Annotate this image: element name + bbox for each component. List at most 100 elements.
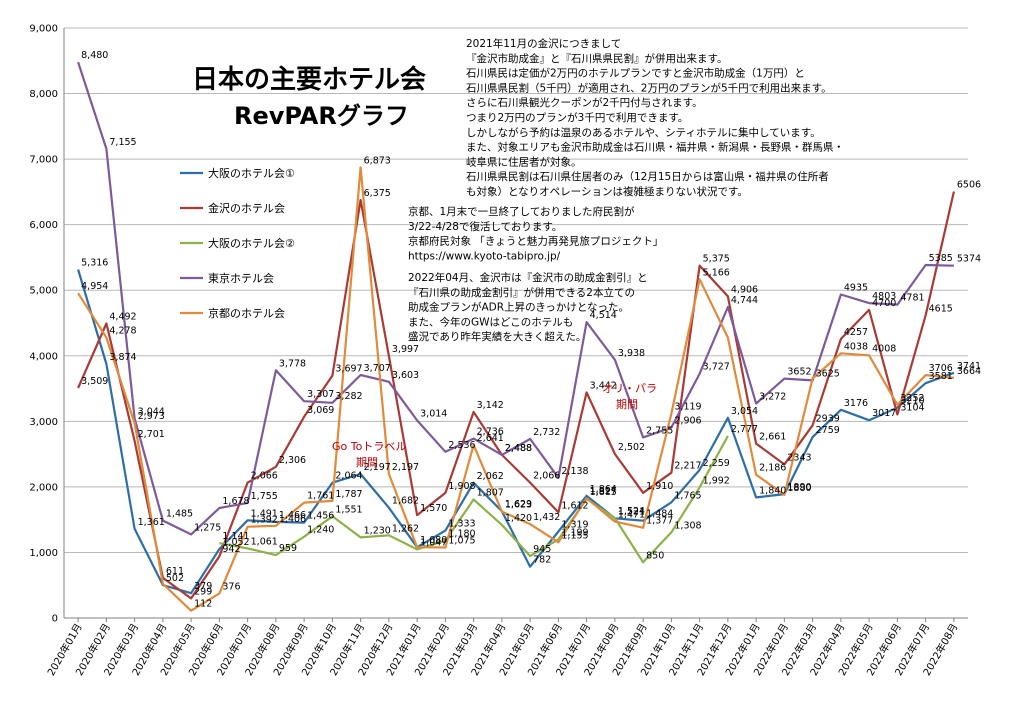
data-label: 2,488 (505, 443, 532, 454)
note-line: も対象）となりオペレーションは複雑極まりない状況です。 (466, 185, 748, 198)
data-label: 850 (646, 550, 664, 561)
note-line: 2022年04月、金沢市は『金沢市の助成金割引』と (408, 271, 648, 284)
data-label: 1,678 (222, 496, 249, 507)
legend-label: 大阪のホテル会① (208, 166, 295, 180)
oripara-annotation-line1: オリ・パラ (602, 382, 657, 395)
data-label: 4,954 (81, 281, 108, 292)
data-label: 1,765 (674, 490, 701, 501)
data-label: 2,259 (703, 458, 730, 469)
data-label: 1,840 (759, 485, 786, 496)
notes-text: 2021年11月の金沢につきまして『金沢市助成金』と『石川県県民割』が併用出来ま… (408, 37, 844, 343)
data-label: 611 (166, 566, 184, 577)
data-label: 1,908 (448, 481, 475, 492)
y-tick-labels: 0 1,000 2,000 3,000 4,000 5,000 6,000 7,000 8,00… (29, 24, 58, 625)
data-label: 4700 (872, 298, 896, 309)
note-line: 京都府民対象 「きょうと魅力再発見旅プロジェクト」 (408, 235, 663, 248)
data-label: 782 (533, 555, 551, 566)
note-line: 3/22-4/28で復活しております。 (408, 220, 562, 233)
data-label: 3581 (929, 371, 953, 382)
y-tick-label: 9,000 (29, 24, 58, 35)
y-tick-label: 6,000 (29, 220, 58, 231)
data-label: 1,432 (533, 512, 560, 523)
data-label: 1,484 (646, 509, 673, 520)
y-tick-label: 2,000 (29, 482, 58, 493)
data-label: 3,938 (618, 348, 645, 359)
goto-annotation-line2: 期間 (356, 456, 378, 469)
data-label: 3104 (900, 403, 924, 414)
data-label: 1,180 (448, 529, 475, 540)
note-line: 『石川県の助成金割引』が併用できる2本立ての (408, 286, 635, 299)
data-label: 4781 (900, 293, 924, 304)
note-line: 石川県県民割は石川県住居者のみ（12月15日からは富山県・福井県の住所者 (466, 170, 829, 183)
data-label: 3625 (816, 368, 840, 379)
note-line: さらに石川県観光クーポンが2千円付与されます。 (466, 96, 703, 109)
data-label: 1,623 (505, 500, 532, 511)
series-line-4 (77, 166, 955, 612)
chart-title-line2: RevPARグラフ (234, 102, 409, 130)
data-label: 945 (533, 544, 551, 555)
data-label: 1,682 (392, 496, 419, 507)
data-label: 3176 (844, 398, 868, 409)
data-label: 3,119 (674, 402, 701, 413)
legend-label: 金沢のホテル会 (208, 201, 285, 215)
data-label: 1,491 (251, 508, 278, 519)
note-line: 2021年11月の金沢につきまして (466, 37, 621, 50)
data-label: 1,466 (279, 510, 306, 521)
y-tick-label: 1,000 (29, 548, 58, 559)
data-label: 3,874 (109, 352, 136, 363)
x-tick-labels: 2020年01月2020年02月2020年03月2020年04月2020年05月… (44, 621, 960, 678)
data-label: 3,707 (364, 363, 391, 374)
data-label: 1,787 (335, 489, 362, 500)
data-label: 4,744 (731, 295, 758, 306)
data-label: 2,906 (674, 415, 701, 426)
data-labels: 5,316 3,874 1,361 502 379 1,052 1,491 1,466 1,45… (81, 50, 981, 610)
data-label: 2,973 (138, 411, 165, 422)
note-line: 京都、1月末で一旦終了しておりました府民割が (408, 205, 635, 218)
y-tick-label: 5,000 (29, 286, 58, 297)
data-label: 4935 (844, 282, 868, 293)
data-label: 1890 (787, 482, 811, 493)
data-label: 2,186 (759, 463, 786, 474)
data-label: 8,480 (81, 50, 108, 61)
data-label: 1,240 (307, 525, 334, 536)
data-label: 2,062 (477, 471, 504, 482)
data-label: 2,701 (138, 429, 165, 440)
data-label: 4008 (872, 343, 896, 354)
data-label: 112 (194, 599, 212, 610)
data-label: 5,316 (81, 258, 108, 269)
axes (63, 28, 968, 622)
note-line: また、今年のGWはどこのホテルも (408, 315, 573, 328)
data-label: 2,732 (533, 427, 560, 438)
data-label: 4803 (872, 291, 896, 302)
data-label: 1,471 (618, 510, 645, 521)
goto-annotation-line1: Go Toトラベル (332, 440, 406, 453)
data-label: 1,155 (561, 530, 588, 541)
data-label: 1,864 (590, 484, 617, 495)
data-label: 3,069 (307, 405, 334, 416)
data-label: 3741 (957, 361, 981, 372)
y-tick-label: 3,000 (29, 417, 58, 428)
note-line: 盛況であり昨年実績を大きく超えた。 (408, 330, 586, 343)
data-label: 1,629 (505, 499, 532, 510)
data-label: 2939 (816, 413, 840, 424)
data-label: 1,420 (505, 513, 532, 524)
data-label: 1,333 (448, 519, 475, 530)
data-label: 1,141 (222, 531, 249, 542)
data-label: 1,761 (307, 491, 334, 502)
gridlines (64, 27, 968, 553)
data-label: 2,777 (731, 424, 758, 435)
data-label: 1,262 (392, 523, 419, 534)
data-label: 1,807 (477, 488, 504, 499)
data-label: 3706 (929, 363, 953, 374)
data-label: 2,661 (759, 432, 786, 443)
data-label: 3,142 (477, 400, 504, 411)
legend-label: 大阪のホテル会② (208, 236, 295, 250)
note-line: 『金沢市助成金』と『石川県県民割』が併用出来ます。 (466, 52, 727, 65)
data-label: 3,727 (703, 362, 730, 373)
data-label: 1,361 (138, 517, 165, 528)
data-label: 7,155 (109, 137, 136, 148)
y-tick-label: 7,000 (29, 155, 58, 166)
data-label: 4,514 (590, 310, 617, 321)
data-label: 2,502 (618, 442, 645, 453)
